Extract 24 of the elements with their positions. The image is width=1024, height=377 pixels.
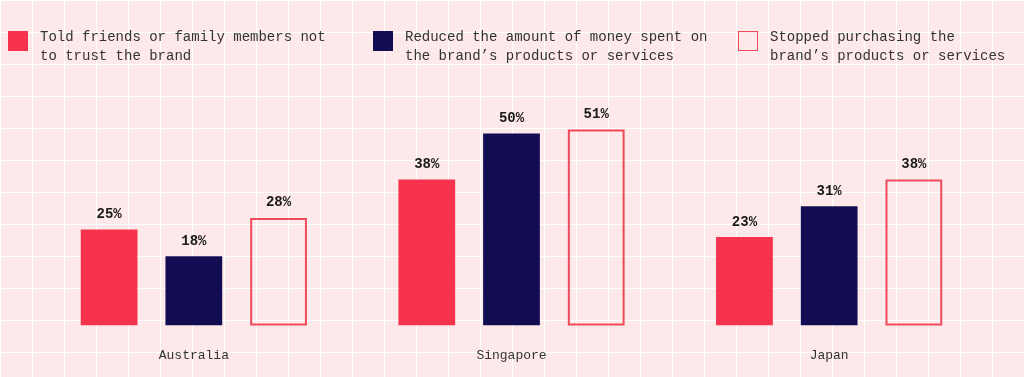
- bar: [800, 206, 858, 326]
- data-label: 50%: [498, 109, 525, 126]
- legend-label: Stopped purchasing the brand’s products or services: [770, 28, 1007, 66]
- data-label: 31%: [816, 182, 843, 199]
- bar: [885, 179, 943, 326]
- x-tick-label: Australia: [158, 347, 230, 363]
- legend-label: Reduced the amount of money spent on the brand’s products or services: [405, 28, 709, 66]
- bar: [80, 229, 138, 326]
- data-label: 38%: [901, 156, 928, 173]
- bar: [250, 217, 307, 326]
- data-label: 25%: [96, 205, 123, 222]
- data-label: 28%: [265, 194, 292, 211]
- bar: [398, 179, 456, 326]
- bar: [165, 256, 223, 326]
- bar: [716, 237, 773, 326]
- data-label: 38%: [414, 156, 440, 173]
- bar: [567, 129, 625, 326]
- bar: [483, 133, 540, 326]
- data-label: 23%: [731, 213, 758, 230]
- data-label: 51%: [583, 106, 610, 123]
- legend-label: Told friends or family members not to trust the brand: [40, 28, 327, 66]
- x-tick-label: Singapore: [476, 347, 547, 363]
- data-label: 18%: [181, 232, 208, 249]
- x-tick-label: Japan: [809, 347, 849, 363]
